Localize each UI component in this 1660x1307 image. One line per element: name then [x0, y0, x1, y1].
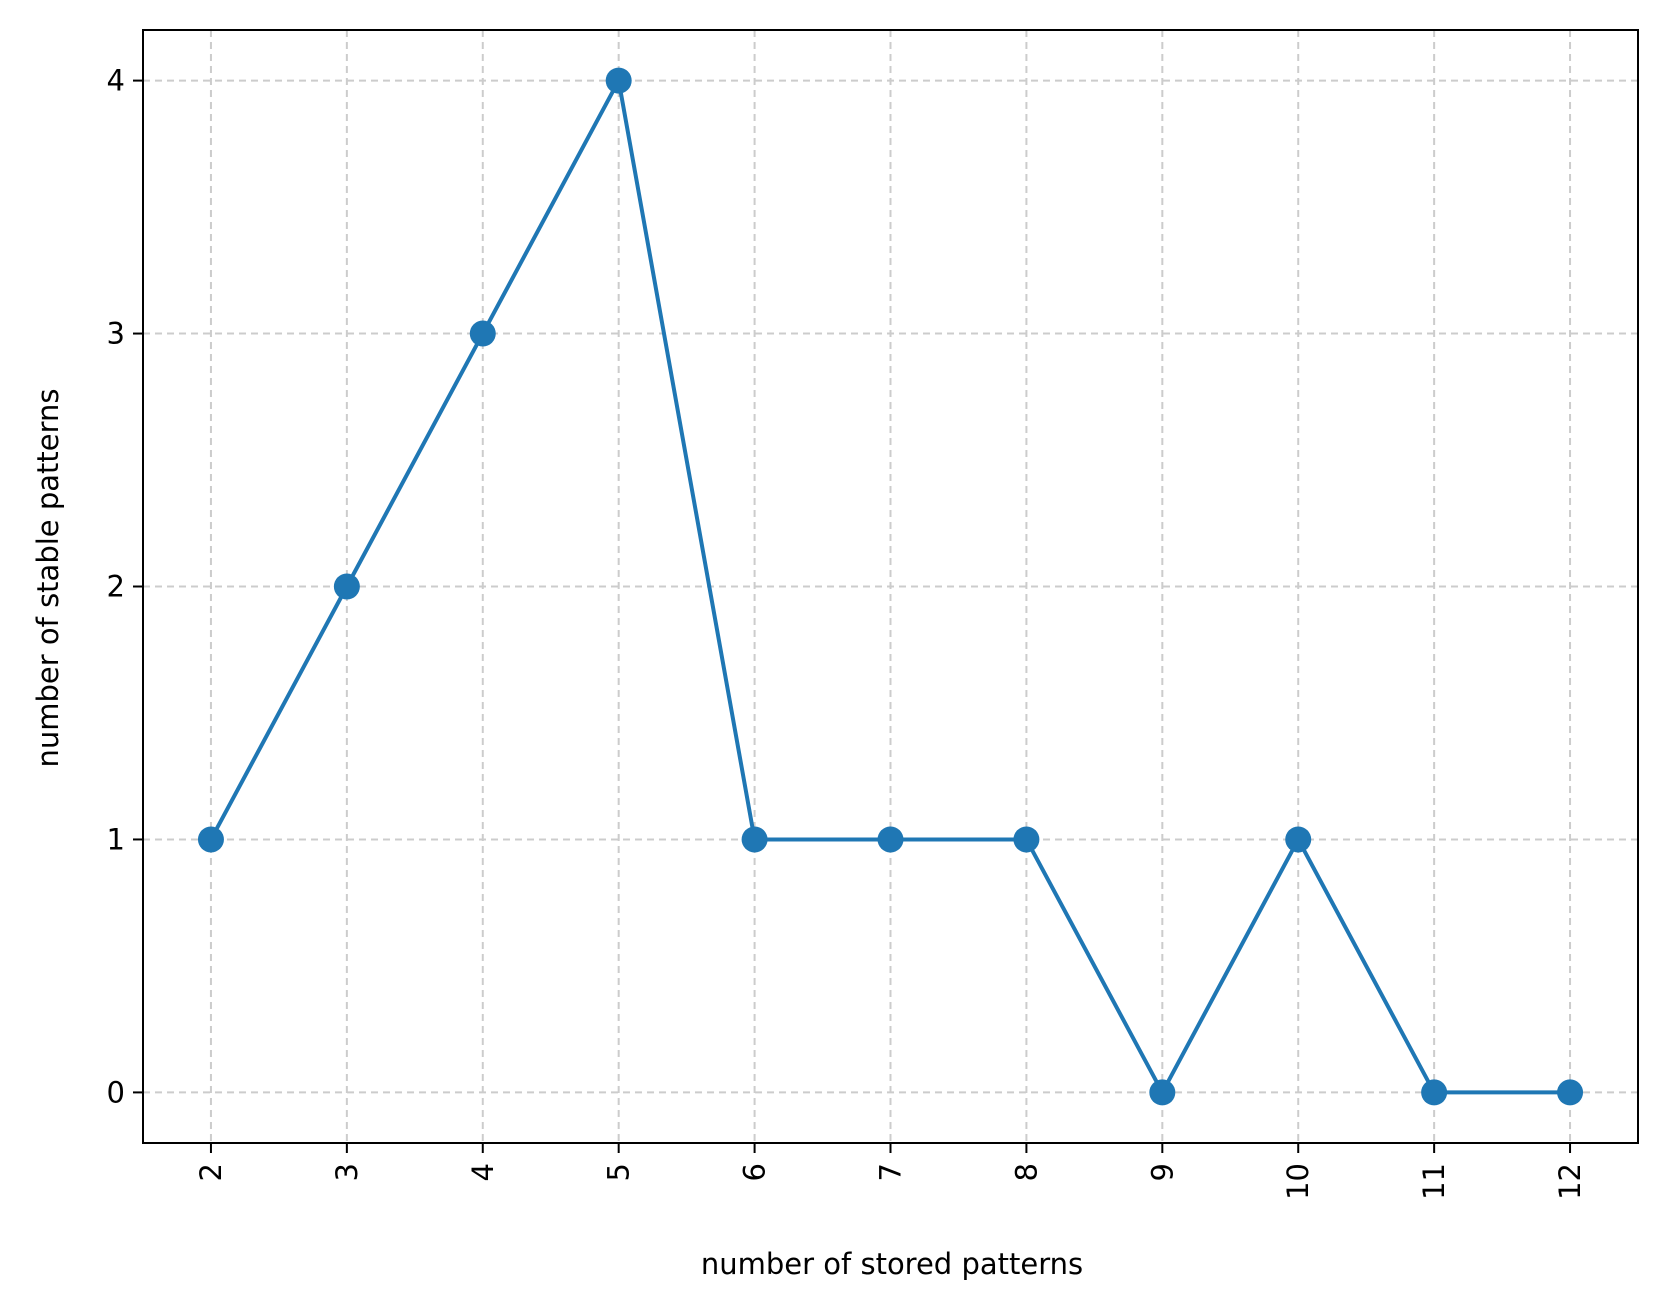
x-tick-label: 3	[330, 1163, 364, 1181]
data-point	[877, 826, 904, 853]
x-tick-label: 2	[194, 1163, 228, 1181]
data-point	[741, 826, 768, 853]
grid-layer	[143, 30, 1638, 1143]
y-axis-label: number of stable patterns	[31, 388, 65, 767]
data-point	[1557, 1079, 1584, 1106]
y-tick-label: 4	[107, 64, 125, 98]
x-axis-label: number of stored patterns	[701, 1247, 1083, 1281]
y-tick-label: 1	[107, 822, 125, 856]
data-point	[469, 320, 496, 347]
data-point	[1421, 1079, 1448, 1106]
y-tick-label: 3	[107, 317, 125, 351]
data-point	[1285, 826, 1312, 853]
data-point	[333, 573, 360, 600]
data-point	[605, 67, 632, 94]
data-point	[1013, 826, 1040, 853]
data-point	[197, 826, 224, 853]
x-tick-label: 12	[1553, 1163, 1587, 1200]
data-point	[1149, 1079, 1176, 1106]
x-tick-label: 7	[874, 1163, 908, 1181]
x-tick-label: 10	[1281, 1163, 1315, 1200]
x-tick-label: 6	[738, 1163, 772, 1181]
x-tick-label: 9	[1145, 1163, 1179, 1181]
x-tick-label: 5	[602, 1163, 636, 1181]
y-tick-label: 2	[107, 570, 125, 604]
x-tick-label: 8	[1009, 1163, 1043, 1181]
x-tick-label: 11	[1417, 1163, 1451, 1200]
x-tick-label: 4	[466, 1163, 500, 1181]
y-tick-label: 0	[107, 1075, 125, 1109]
series-layer	[197, 67, 1584, 1106]
